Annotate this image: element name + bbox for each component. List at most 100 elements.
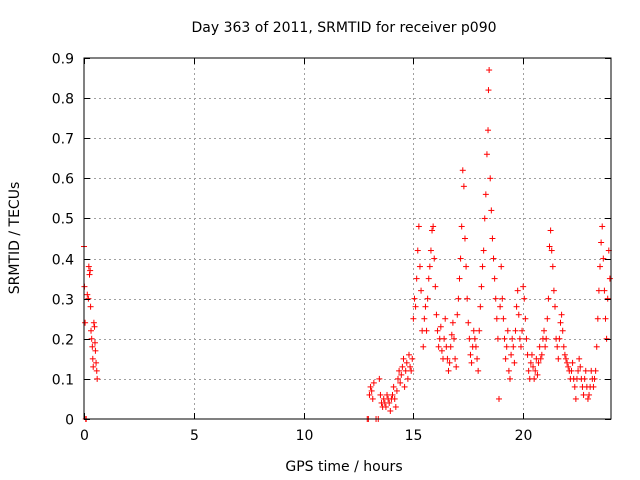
data-point [444,355,451,362]
data-point [468,359,475,366]
data-point [396,367,403,374]
y-tick-label: 0.4 [52,253,74,269]
data-point [554,343,561,350]
y-tick-label: 0.6 [52,172,74,188]
data-point [474,355,481,362]
data-point [549,263,556,270]
data-point [522,315,529,322]
data-point [513,303,520,310]
data-point [496,395,503,402]
data-point [402,367,409,374]
data-point [528,351,535,358]
data-point [543,335,550,342]
data-point [377,391,384,398]
y-tick-label: 0.5 [52,212,74,228]
data-point [571,383,578,390]
data-point [508,351,515,358]
data-point [472,343,479,350]
data-point [389,391,396,398]
data-point [88,327,95,334]
data-point [595,287,602,294]
data-point [445,367,452,374]
data-point [591,375,598,382]
data-point [91,339,98,346]
data-point [552,303,559,310]
data-point [441,335,448,342]
data-point [94,375,101,382]
data-point [487,175,494,182]
data-point [498,263,505,270]
data-point [456,275,463,282]
data-point [93,367,100,374]
data-point [544,315,551,322]
data-point [393,387,400,394]
data-point [597,263,604,270]
data-point [369,395,376,402]
data-point [601,287,608,294]
data-point [457,255,464,262]
data-point [395,375,402,382]
data-point [407,363,414,370]
data-point [604,295,611,302]
data-point [592,367,599,374]
x-axis-label: GPS time / hours [285,459,402,475]
axis-ticks [84,58,611,420]
data-point [447,343,454,350]
data-point [398,371,405,378]
data-point [432,283,439,290]
data-point [368,387,375,394]
data-point [366,391,373,398]
data-point [386,399,393,406]
data-point [410,315,417,322]
data-point [590,383,597,390]
y-tick-label: 0.1 [52,373,74,389]
data-point [427,247,434,254]
data-point [405,351,412,358]
data-point [512,327,519,334]
data-point [454,311,461,318]
data-point [486,67,493,74]
data-point [494,335,501,342]
data-point [497,303,504,310]
data-point [475,367,482,374]
data-point [470,327,477,334]
data-point [426,263,433,270]
data-point [465,319,472,326]
data-point [88,335,95,342]
data-point [90,363,97,370]
data-point [85,295,92,302]
x-tick-label: 0 [80,428,89,444]
data-point [535,359,542,366]
data-point [531,375,538,382]
data-point [503,343,510,350]
data-point [384,391,391,398]
data-point [560,343,567,350]
data-point [546,243,553,250]
data-point [434,327,441,334]
data-point [550,287,557,294]
data-point [450,335,457,342]
data-point [90,319,97,326]
data-point [463,263,470,270]
data-point [420,343,427,350]
data-point [84,291,91,298]
data-point [459,167,466,174]
data-point [429,227,436,234]
data-point [602,315,609,322]
data-point [467,351,474,358]
data-point [520,283,527,290]
data-point [483,151,490,158]
data-point [600,255,607,262]
data-point [489,235,496,242]
data-point [569,359,576,366]
x-tick-label: 15 [405,428,423,444]
data-point [367,383,374,390]
data-point [536,343,543,350]
data-point [466,335,473,342]
data-point [582,367,589,374]
data-point [423,327,430,334]
data-point [404,375,411,382]
data-point [442,315,449,322]
data-point [424,295,431,302]
data-point [421,315,428,322]
